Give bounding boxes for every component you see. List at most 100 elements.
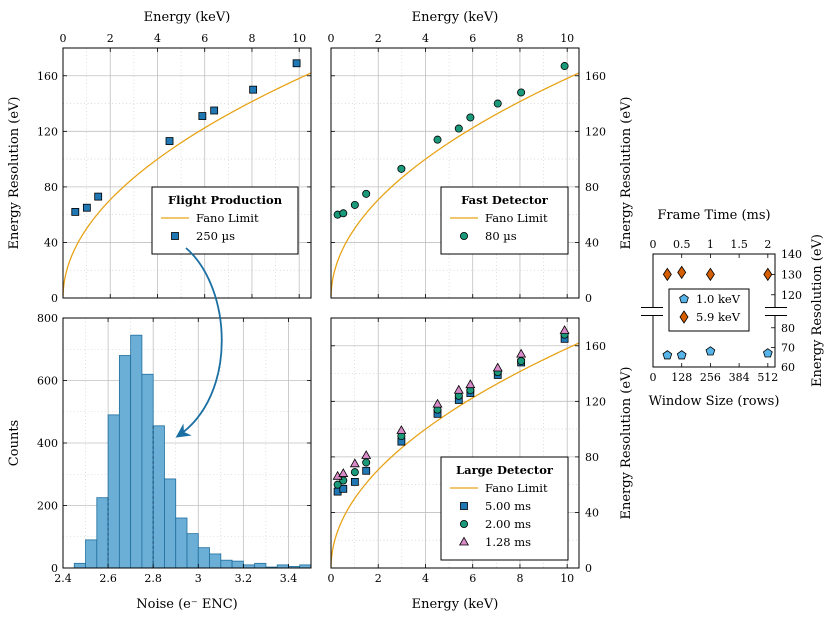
legend-label: 2.00 ms: [485, 517, 531, 531]
data-point: [350, 477, 359, 486]
data-point: [465, 379, 476, 389]
data-point: [94, 192, 103, 201]
data-point: [362, 189, 371, 198]
data-point: [350, 200, 359, 209]
legend-label: 5.9 keV: [696, 310, 741, 324]
data-point: [662, 267, 672, 282]
legend-marker: [679, 310, 689, 324]
data-point: [662, 350, 673, 360]
legend-box: [151, 186, 299, 255]
legend-title: Flight Production: [168, 193, 283, 207]
x-tick-label: 2.4: [54, 572, 72, 585]
data-point: [466, 113, 475, 122]
data-point: [492, 362, 503, 372]
legend-label: Fano Limit: [485, 481, 548, 495]
y-tick-label: 80: [44, 181, 58, 194]
x-axis-label: Energy (keV): [412, 597, 499, 612]
y-tick-label: 800: [37, 312, 58, 325]
data-point: [362, 466, 371, 475]
connector-arrow: [175, 247, 223, 438]
data-point: [517, 88, 526, 97]
data-point: [349, 458, 360, 468]
data-point: [454, 124, 463, 133]
plot-frame: [330, 317, 580, 569]
legend-label: 80 µs: [485, 229, 517, 243]
data-point: [517, 357, 526, 366]
y-tick-label: 0: [51, 292, 58, 305]
x-tick-label: 256: [700, 371, 721, 384]
data-point: [705, 267, 715, 282]
x-tick-label: 8: [248, 32, 255, 45]
y-tick-label: 80: [585, 451, 599, 464]
x-top-axis-label: Frame Time (ms): [657, 208, 770, 223]
y-tick-label: 40: [585, 236, 599, 249]
legend-title: Large Detector: [456, 463, 554, 477]
histogram-bar: [130, 334, 143, 569]
legend-marker: [459, 536, 469, 546]
x-axis-label: Energy (keV): [412, 10, 499, 25]
x-tick-label: 4: [154, 32, 161, 45]
data-point: [453, 384, 464, 394]
y-tick-label: 120: [585, 125, 606, 138]
legend-marker: [460, 502, 468, 510]
x-top-tick-label: 1: [707, 238, 714, 251]
data-point: [762, 348, 773, 358]
x-top-tick-label: 0: [650, 238, 657, 251]
histogram-bar: [254, 562, 267, 569]
x-tick-label: 0: [60, 32, 67, 45]
x-tick-label: 384: [729, 371, 750, 384]
legend-label: 250 µs: [196, 229, 235, 243]
x-tick-label: 10: [292, 32, 306, 45]
plot-frame: [330, 47, 580, 299]
y-tick-label: 600: [37, 375, 58, 388]
data-point: [82, 203, 91, 212]
y-axis-label: Counts: [7, 420, 22, 466]
data-point: [339, 484, 348, 493]
y-tick-label: 0: [585, 562, 592, 575]
histogram-bar: [220, 559, 233, 569]
x-tick-label: 2: [375, 572, 382, 585]
histogram-bar: [107, 414, 120, 569]
y-tick-label: 80: [585, 181, 599, 194]
x-tick-label: 2.6: [99, 572, 117, 585]
legend-label: 5.00 ms: [485, 499, 531, 513]
y-tick-label: 160: [585, 340, 606, 353]
x-top-tick-label: 2: [764, 238, 771, 251]
y-tick-label: 130: [781, 268, 802, 281]
y-tick-label: 120: [781, 289, 802, 302]
y-tick-label: 60: [781, 361, 795, 374]
plot-frame: [62, 47, 312, 299]
data-point: [71, 207, 80, 216]
y-axis-label: Energy Resolution (eV): [810, 234, 825, 387]
y-tick-label: 120: [585, 395, 606, 408]
data-point: [396, 425, 407, 434]
data-point: [339, 209, 348, 218]
fano-limit-curve: [330, 342, 580, 567]
y-tick-label: 70: [781, 341, 795, 354]
data-point: [516, 348, 527, 358]
data-point: [338, 468, 349, 477]
histogram-bar: [164, 478, 177, 569]
legend-marker: [171, 232, 179, 240]
x-tick-label: 3.4: [280, 572, 298, 585]
x-tick-label: 8: [516, 572, 523, 585]
y-tick-label: 140: [781, 248, 802, 261]
data-point: [249, 85, 258, 94]
data-point: [333, 480, 342, 489]
y-tick-label: 40: [44, 236, 58, 249]
x-tick-label: 4: [422, 32, 429, 45]
y-tick-label: 0: [585, 292, 592, 305]
data-point: [676, 350, 687, 360]
x-tick-label: 6: [469, 572, 476, 585]
y-axis-label: Energy Resolution (eV): [619, 96, 634, 249]
x-tick-label: 2.8: [144, 572, 162, 585]
legend-marker: [459, 231, 468, 240]
legend-label: 1.0 keV: [696, 292, 741, 306]
x-tick-label: 0: [328, 32, 335, 45]
x-tick-label: 2: [107, 32, 114, 45]
histogram-bar: [152, 425, 165, 569]
y-tick-label: 40: [585, 506, 599, 519]
data-point: [198, 112, 207, 120]
histogram-bar: [141, 373, 154, 569]
